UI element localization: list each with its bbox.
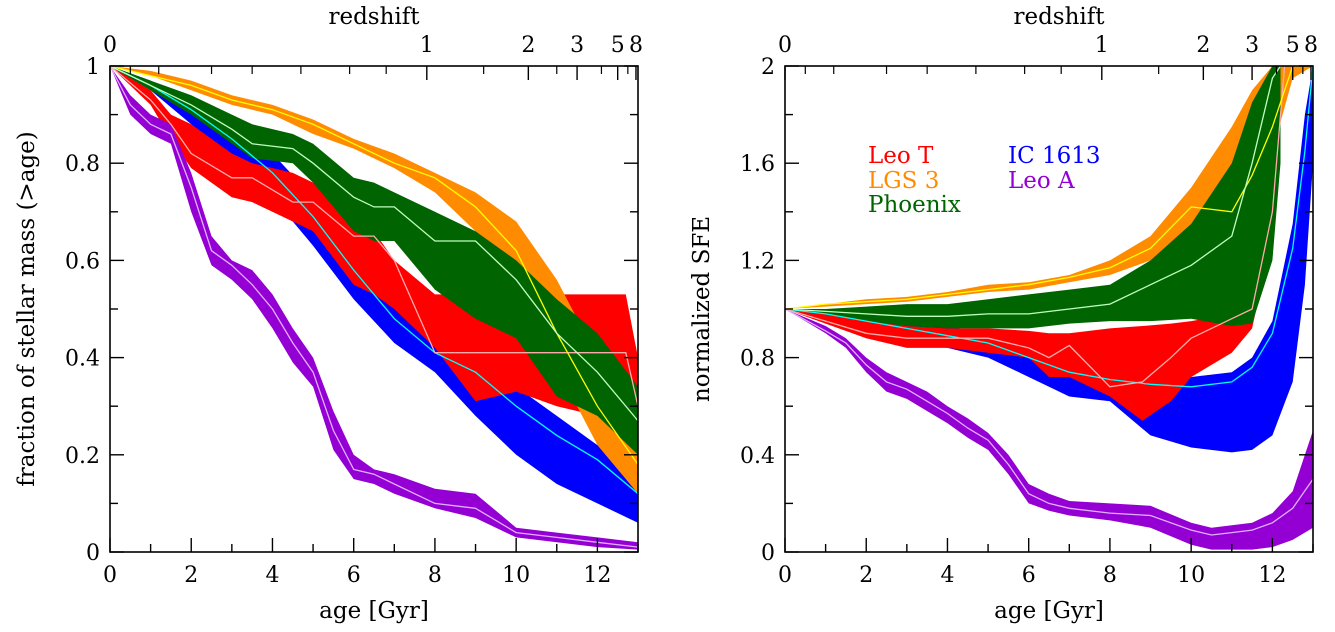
line-phoenix: [110, 66, 638, 422]
line-ic-1613: [785, 66, 1313, 388]
x-tick-label: 2: [859, 563, 873, 588]
y-tick-label: 2: [761, 55, 775, 80]
top-tick-label: 5: [1286, 33, 1300, 58]
y-axis-title: fraction of stellar mass (>age): [14, 131, 40, 486]
y-tick-label: 0.8: [65, 152, 100, 177]
y-tick-label: 1: [86, 55, 100, 80]
y-tick-label: 1.6: [740, 152, 775, 177]
top-tick-label: 2: [521, 33, 535, 58]
line-lgs-3: [110, 66, 638, 465]
top-tick-label: 5: [611, 33, 625, 58]
line-leo-t: [110, 66, 638, 407]
x-tick-label: 10: [502, 563, 530, 588]
band-leo-a: [785, 309, 1313, 550]
x-tick-label: 12: [1258, 563, 1286, 588]
y-tick-label: 0: [761, 541, 775, 566]
line-ic-1613: [110, 66, 638, 495]
y-tick-label: 0.4: [740, 444, 775, 469]
legend-lgs-3: LGS 3: [868, 168, 939, 194]
y-tick-label: 0.4: [65, 347, 100, 372]
y-tick-label: 0: [86, 541, 100, 566]
line-leo-a: [110, 66, 638, 548]
x-tick-label: 6: [347, 563, 361, 588]
x-tick-label: 12: [583, 563, 611, 588]
line-leo-t: [785, 66, 1286, 388]
x-tick-label: 0: [103, 563, 117, 588]
legend-leo-t: Leo T: [868, 143, 934, 169]
top-tick-label: 3: [570, 33, 584, 58]
top-tick-label: 2: [1196, 33, 1210, 58]
x-tick-label: 4: [940, 563, 954, 588]
band-phoenix: [785, 66, 1281, 329]
band-leo-t: [785, 66, 1285, 421]
y-tick-label: 0.6: [65, 249, 100, 274]
x-tick-label: 10: [1177, 563, 1205, 588]
x-tick-label: 0: [778, 563, 792, 588]
top-tick-label: 8: [629, 33, 643, 58]
x-tick-label: 8: [1103, 563, 1117, 588]
x-tick-label: 4: [265, 563, 279, 588]
line-phoenix: [785, 66, 1282, 317]
top-tick-label: 1: [1095, 33, 1109, 58]
band-leo-t: [110, 66, 638, 446]
y-axis-title: normalized SFE: [689, 216, 715, 402]
top-tick-label: 0: [778, 33, 792, 58]
top-axis-title: redshift: [1013, 4, 1105, 30]
y-tick-label: 1.2: [740, 249, 775, 274]
legend-leo-a: Leo A: [1008, 168, 1075, 194]
x-tick-label: 2: [184, 563, 198, 588]
top-tick-label: 3: [1245, 33, 1259, 58]
line-lgs-3: [785, 66, 1313, 310]
x-axis-title: age [Gyr]: [319, 598, 429, 624]
x-tick-label: 6: [1022, 563, 1036, 588]
x-axis-title: age [Gyr]: [994, 598, 1104, 624]
line-leo-a: [785, 308, 1313, 536]
plot-area: [785, 66, 1313, 550]
legend-phoenix: Phoenix: [868, 192, 961, 218]
legend-ic-1613: IC 1613: [1008, 143, 1101, 169]
x-tick-label: 8: [428, 563, 442, 588]
y-tick-label: 0.2: [65, 444, 100, 469]
top-tick-label: 1: [420, 33, 434, 58]
top-tick-label: 0: [103, 33, 117, 58]
top-axis-title: redshift: [328, 4, 420, 30]
plot-area: [110, 66, 638, 550]
top-tick-label: 8: [1304, 33, 1318, 58]
y-tick-label: 0.8: [740, 347, 775, 372]
